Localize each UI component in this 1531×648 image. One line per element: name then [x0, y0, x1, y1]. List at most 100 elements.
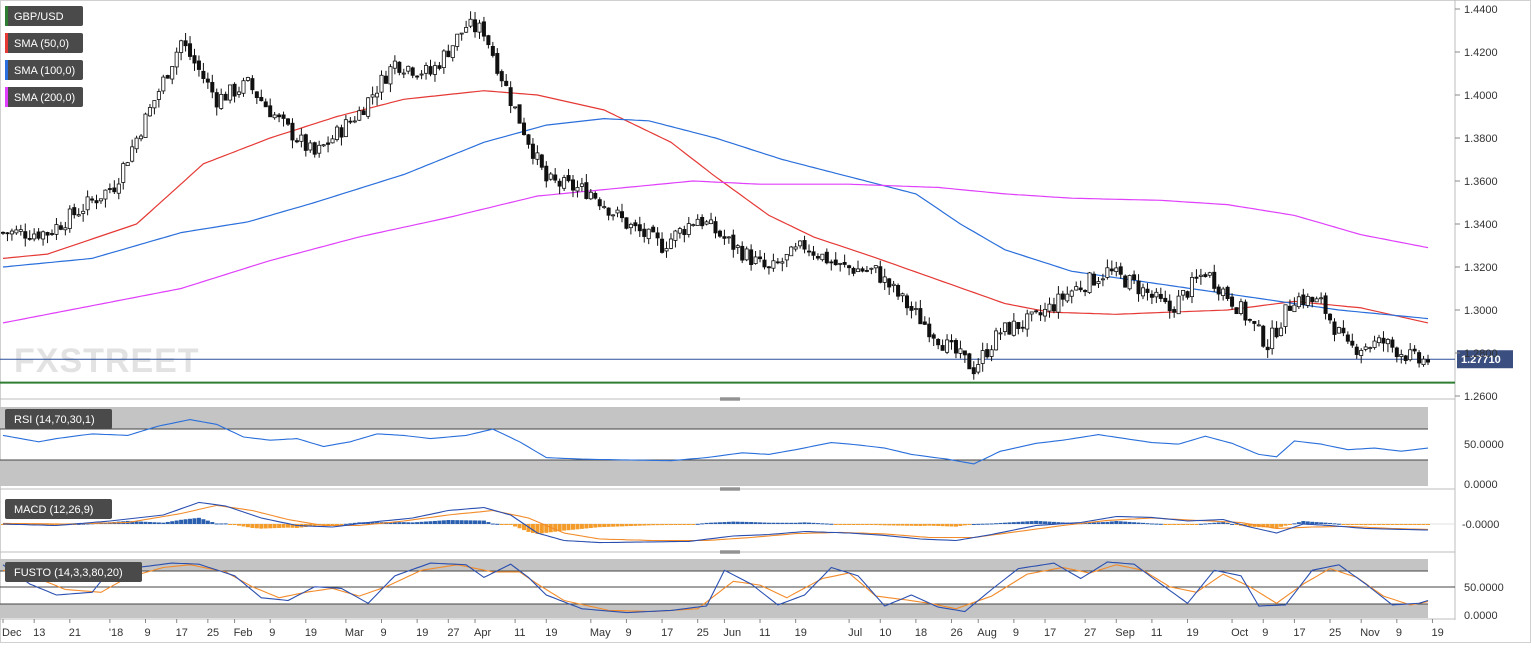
macd-histogram-bar: [513, 524, 518, 527]
macd-histogram-bar: [1319, 522, 1324, 524]
macd-histogram-bar: [771, 522, 776, 524]
candle-down: [1060, 293, 1065, 300]
stoch-oversold-zone: [0, 604, 1428, 618]
rsi-label-box[interactable]: [5, 409, 112, 429]
macd-histogram-bar: [143, 521, 148, 524]
candle-down: [415, 75, 420, 78]
macd-histogram-bar: [432, 520, 437, 524]
legend-box[interactable]: [5, 60, 83, 80]
macd-histogram-bar: [1421, 524, 1426, 525]
legend-item[interactable]: SMA (200,0): [5, 87, 83, 107]
rsi-label[interactable]: RSI (14,70,30,1): [5, 409, 112, 429]
candle-up: [1056, 293, 1061, 313]
legend-box[interactable]: [5, 87, 83, 107]
macd-histogram-bar: [691, 524, 696, 525]
macd-histogram-bar: [281, 524, 286, 528]
candle-down: [397, 61, 402, 73]
candle-down: [383, 75, 388, 84]
macd-histogram-bar: [1336, 523, 1341, 525]
candle-down: [949, 340, 954, 343]
candle-down: [499, 71, 504, 82]
stoch-label-box[interactable]: [5, 562, 142, 582]
candle-up: [1336, 327, 1341, 334]
macd-histogram-bar: [1096, 522, 1101, 524]
macd-histogram-bar: [633, 524, 638, 526]
macd-histogram-bar: [370, 522, 375, 524]
candle-up: [14, 229, 19, 234]
candle-down: [953, 340, 958, 354]
candle-up: [1100, 278, 1105, 281]
macd-line: [2, 501, 1429, 544]
candle-down: [205, 78, 210, 83]
macd-histogram-bar: [1002, 522, 1007, 524]
x-tick-label: Dec: [2, 627, 22, 639]
candle-down: [593, 192, 598, 199]
macd-histogram-bar: [611, 524, 616, 527]
candle-down: [1078, 287, 1083, 291]
candle-down: [437, 65, 442, 69]
macd-histogram-bar: [1323, 522, 1328, 524]
legend-label: SMA (200,0): [14, 92, 75, 104]
candle-up: [401, 72, 406, 75]
candle-down: [651, 226, 656, 233]
macd-histogram-bar: [686, 524, 691, 525]
x-tick-label: 19: [795, 627, 807, 639]
macd-histogram-bar: [1279, 524, 1284, 527]
macd-histogram-bar: [1363, 524, 1368, 526]
price-tick-label: 1.2800: [1464, 348, 1498, 360]
macd-histogram-bar: [731, 521, 736, 524]
stochastic-panel[interactable]: [0, 559, 1455, 618]
candle-up: [464, 27, 469, 33]
candle-up: [152, 100, 157, 109]
candle-down: [1381, 337, 1386, 344]
candle-up: [441, 50, 446, 69]
macd-histogram-bar: [918, 524, 923, 526]
macd-histogram-bar: [388, 522, 393, 524]
legend-item[interactable]: SMA (50,0): [5, 33, 83, 53]
macd-histogram-bar: [677, 524, 682, 525]
candle-up: [357, 110, 362, 121]
macd-histogram-bar: [994, 523, 999, 525]
candle-down: [326, 142, 331, 145]
candle-down: [878, 266, 883, 283]
macd-histogram-bar: [441, 520, 446, 524]
macd-histogram-bar: [646, 524, 651, 526]
candle-down: [1212, 271, 1217, 289]
macd-histogram-bar: [1230, 523, 1235, 525]
candle-down: [112, 187, 117, 193]
candle-up: [686, 223, 691, 235]
macd-label-box[interactable]: [5, 499, 112, 519]
indicator-labels: GBP/USD SMA (50,0) SMA (100,0) SMA (200,0) R…: [5, 6, 142, 582]
candle-down: [1350, 340, 1355, 346]
legend-box[interactable]: [5, 6, 83, 26]
macd-histogram-bar: [174, 520, 179, 524]
legend-item[interactable]: SMA (100,0): [5, 60, 83, 80]
price-panel[interactable]: FXSTREET 1.27710: [0, 11, 1513, 384]
macd-histogram-bar: [1274, 524, 1279, 528]
stoch-label[interactable]: FUSTO (14,3,3,80,20): [5, 562, 142, 582]
candle-down: [904, 295, 909, 309]
candle-up: [76, 214, 81, 217]
macd-histogram-bar: [179, 519, 184, 524]
candle-down: [1016, 322, 1021, 329]
legend-item[interactable]: GBP/USD: [5, 6, 83, 26]
legend-box[interactable]: [5, 33, 83, 53]
candle-down: [896, 285, 901, 297]
macd-label[interactable]: MACD (12,26,9): [5, 499, 112, 519]
candle-up: [1105, 267, 1110, 278]
macd-histogram-bar: [290, 524, 295, 528]
x-tick-label: 25: [207, 627, 219, 639]
rsi-panel[interactable]: [0, 407, 1429, 486]
candle-down: [553, 174, 558, 181]
macd-histogram-bar: [784, 522, 789, 524]
macd-histogram-bar: [842, 524, 847, 525]
macd-histogram-bar: [722, 522, 727, 524]
candle-up: [744, 248, 749, 261]
macd-panel[interactable]: [0, 501, 1455, 544]
candle-up: [219, 94, 224, 109]
candle-down: [45, 232, 50, 236]
macd-histogram-bar: [161, 522, 166, 524]
macd-histogram-bar: [1328, 522, 1333, 524]
candle-up: [1292, 304, 1297, 313]
